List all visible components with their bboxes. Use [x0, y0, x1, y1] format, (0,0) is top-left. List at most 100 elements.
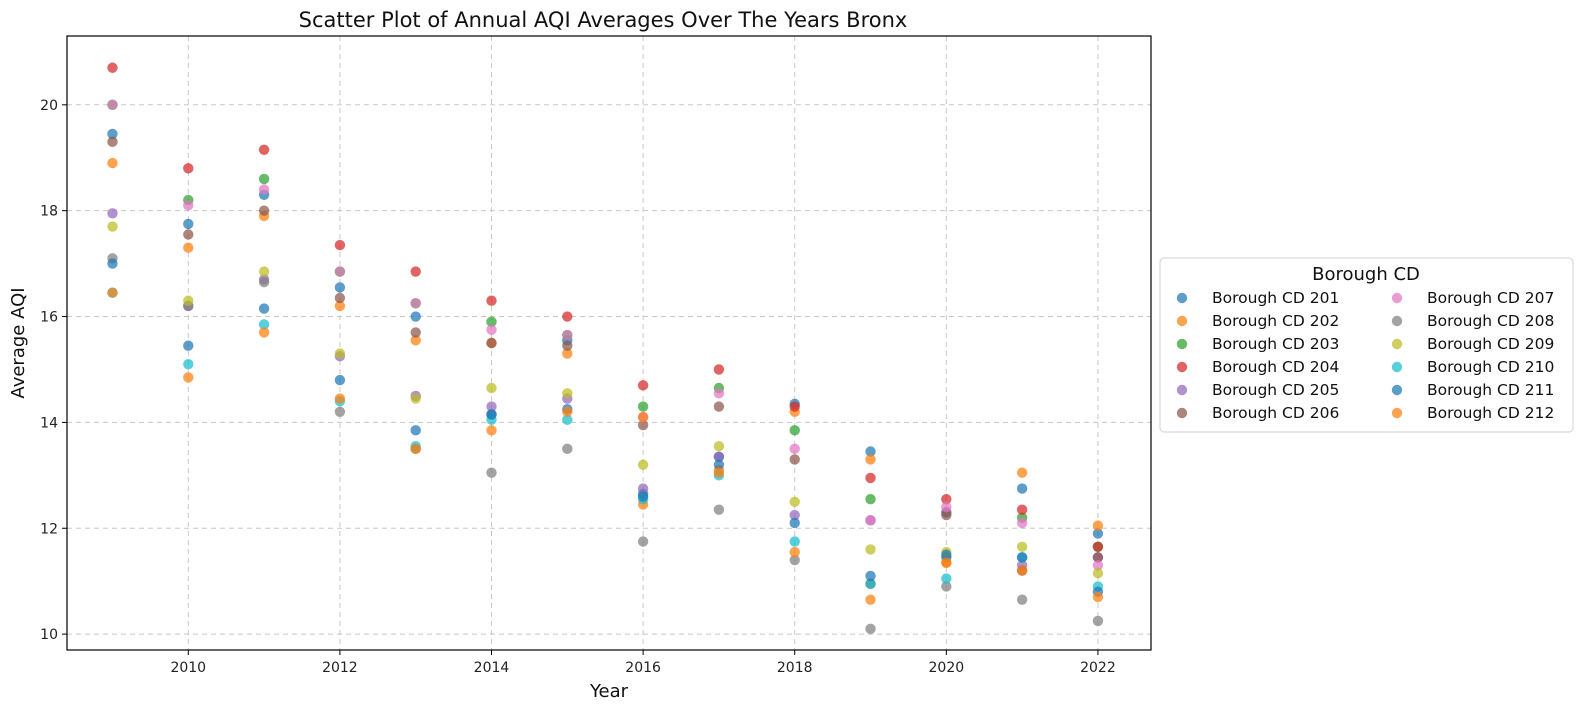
legend-label: Borough CD 212: [1427, 404, 1554, 422]
x-tick-label: 2018: [777, 660, 813, 676]
x-tick-label: 2020: [929, 660, 965, 676]
data-point: [334, 348, 346, 359]
data-point: [789, 536, 800, 547]
data-point: [410, 443, 421, 455]
data-point: [789, 546, 800, 558]
data-point: [562, 348, 573, 359]
data-point: [789, 554, 800, 566]
legend-marker: [1176, 407, 1188, 419]
legend-marker: [1391, 407, 1403, 419]
data-point: [183, 163, 194, 174]
legend-marker: [1176, 292, 1188, 304]
y-tick-label: 12: [40, 521, 58, 537]
data-point: [107, 221, 118, 232]
legend-item: Borough CD 205: [1176, 381, 1339, 399]
data-point: [1016, 504, 1028, 515]
data-point: [334, 292, 346, 304]
data-point: [486, 425, 497, 436]
data-points: [107, 62, 1104, 635]
data-point: [1016, 541, 1028, 552]
data-point: [789, 425, 800, 436]
series-9: [107, 221, 1104, 579]
data-point: [334, 393, 346, 404]
grid-lines: [67, 36, 1151, 650]
data-point: [410, 425, 421, 436]
data-point: [334, 374, 346, 386]
legend-label: Borough CD 205: [1212, 381, 1339, 399]
series-7: [107, 99, 1104, 571]
data-point: [486, 337, 497, 349]
legend-label: Borough CD 204: [1212, 358, 1339, 376]
series-3: [107, 99, 1104, 552]
data-point: [789, 517, 800, 529]
legend-item: Borough CD 210: [1391, 358, 1554, 376]
data-point: [410, 266, 421, 277]
data-point: [789, 509, 800, 521]
data-point: [562, 311, 573, 322]
data-point: [258, 276, 270, 288]
legend-marker: [1176, 384, 1188, 396]
legend-item: Borough CD 201: [1176, 289, 1339, 307]
data-point: [410, 311, 421, 322]
data-point: [713, 364, 725, 375]
data-point: [183, 372, 194, 383]
data-point: [486, 409, 497, 420]
data-point: [183, 242, 194, 253]
data-point: [1016, 565, 1028, 576]
data-point: [1092, 560, 1104, 571]
legend-item: Borough CD 208: [1391, 312, 1554, 330]
legend-item: Borough CD 204: [1176, 358, 1339, 376]
legend-item: Borough CD 202: [1176, 312, 1339, 330]
data-point: [713, 441, 725, 452]
data-point: [562, 388, 573, 399]
legend-title: Borough CD: [1312, 264, 1420, 285]
data-point: [713, 451, 725, 463]
data-point: [789, 496, 800, 507]
data-point: [183, 218, 194, 230]
data-point: [865, 515, 876, 526]
data-point: [865, 594, 876, 605]
data-point: [486, 382, 497, 394]
plot-frame: [66, 35, 1152, 651]
data-point: [1016, 483, 1028, 494]
series-10: [107, 287, 1104, 592]
data-point: [637, 491, 649, 502]
y-axis-label: Average AQI: [8, 287, 29, 398]
data-point: [334, 300, 346, 312]
data-point: [941, 549, 952, 560]
data-point: [410, 393, 421, 404]
data-point: [789, 443, 800, 455]
series-5: [107, 208, 1104, 571]
data-point: [258, 327, 270, 338]
data-point: [941, 509, 952, 521]
legend-label: Borough CD 209: [1427, 335, 1554, 353]
legend-item: Borough CD 206: [1176, 404, 1339, 422]
data-point: [1092, 528, 1104, 539]
data-point: [941, 493, 952, 505]
data-point: [713, 467, 725, 478]
data-point: [865, 493, 876, 505]
legend-label: Borough CD 202: [1212, 312, 1339, 330]
y-tick-label: 18: [40, 204, 58, 220]
data-point: [107, 208, 118, 219]
data-point: [258, 173, 270, 185]
data-point: [941, 573, 952, 584]
data-point: [1016, 552, 1028, 563]
data-point: [107, 258, 118, 269]
x-tick-label: 2016: [625, 660, 661, 676]
data-point: [637, 401, 649, 412]
data-point: [562, 340, 573, 351]
legend-marker: [1176, 315, 1188, 327]
data-point: [941, 581, 952, 592]
data-point: [258, 144, 270, 156]
data-point: [637, 411, 649, 423]
data-point: [865, 570, 876, 582]
data-point: [1092, 520, 1104, 531]
data-point: [865, 454, 876, 465]
data-point: [713, 504, 725, 515]
data-point: [562, 406, 573, 418]
legend-label: Borough CD 208: [1427, 312, 1554, 330]
x-tick-label: 2022: [1080, 660, 1116, 676]
data-point: [486, 467, 497, 478]
